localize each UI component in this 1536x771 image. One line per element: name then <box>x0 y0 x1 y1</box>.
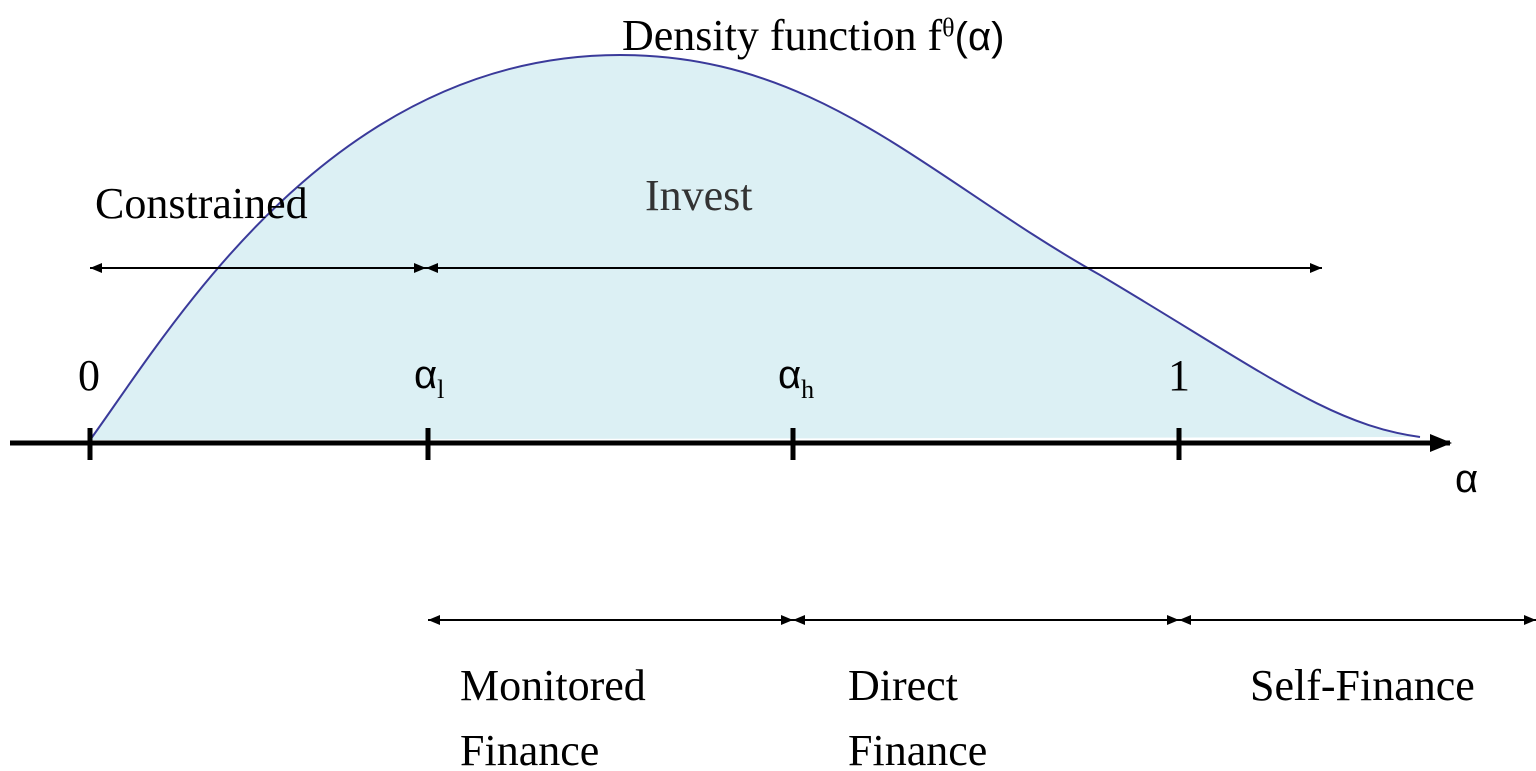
title: Density function fθ(α) <box>622 11 1004 60</box>
finance-label: Direct <box>848 661 958 710</box>
title-tail: (α) <box>955 15 1005 59</box>
constrained-label: Constrained <box>95 179 308 228</box>
tick-sub: h <box>801 375 814 404</box>
tick-label: 1 <box>1168 351 1190 400</box>
density-outline <box>89 53 1421 441</box>
finance-label: Monitored <box>460 661 646 710</box>
tick-label: αl <box>414 353 444 404</box>
title-sup: θ <box>942 13 954 42</box>
tick-symbol: α <box>778 353 801 397</box>
tick-label: αh <box>778 353 814 404</box>
finance-label: Finance <box>848 726 987 771</box>
density-curve <box>90 55 1420 440</box>
title-text: Density function f <box>622 11 943 60</box>
finance-label: Self-Finance <box>1250 661 1475 710</box>
tick-symbol: α <box>414 353 437 397</box>
invest-label: Invest <box>645 171 753 220</box>
finance-label: Finance <box>460 726 599 771</box>
axis-label: α <box>1455 457 1478 501</box>
tick-label: 0 <box>78 351 100 400</box>
tick-sub: l <box>437 375 444 404</box>
